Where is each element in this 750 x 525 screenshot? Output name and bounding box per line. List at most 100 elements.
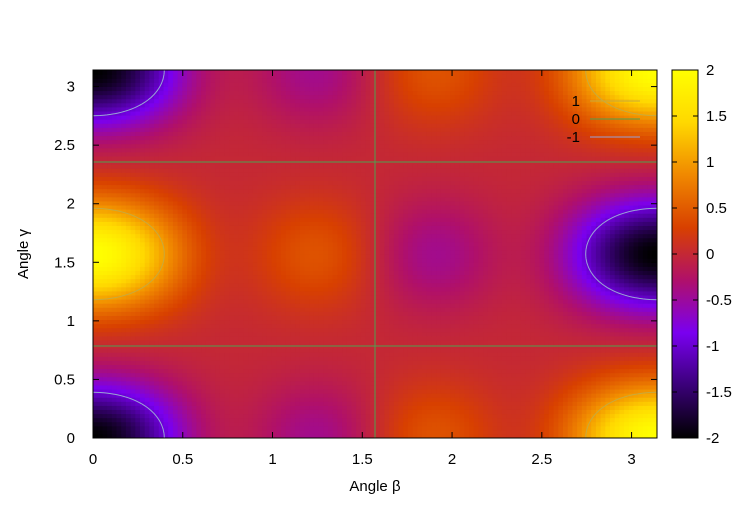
heatmap-cell — [647, 274, 653, 280]
heatmap-cell — [539, 303, 545, 308]
heatmap-cell — [187, 339, 193, 345]
heatmap-cell — [107, 335, 113, 341]
heatmap-cell — [337, 331, 343, 337]
heatmap-cell — [426, 376, 432, 382]
heatmap-cell — [520, 397, 526, 402]
heatmap-cell — [511, 380, 517, 386]
heatmap-cell — [187, 282, 193, 288]
heatmap-cell — [393, 290, 400, 296]
heatmap-cell — [638, 331, 644, 337]
heatmap-cell — [492, 364, 498, 370]
heatmap-cell — [135, 303, 141, 308]
heatmap-cell — [422, 290, 428, 296]
heatmap-cell — [464, 372, 470, 378]
heatmap-cell — [614, 282, 620, 288]
heatmap-cell — [478, 368, 484, 374]
heatmap-cell — [163, 307, 169, 312]
heatmap-cell — [638, 401, 644, 406]
heatmap-cell — [497, 278, 503, 284]
heatmap-cell — [238, 409, 244, 415]
heatmap-cell — [295, 331, 301, 337]
heatmap-cell — [140, 409, 146, 415]
heatmap-cell — [309, 429, 315, 435]
heatmap-cell — [196, 266, 202, 271]
heatmap-cell — [107, 307, 113, 312]
heatmap-cell — [295, 376, 301, 382]
heatmap-cell — [271, 266, 277, 271]
heatmap-cell — [567, 315, 573, 321]
heatmap-cell — [351, 433, 357, 438]
heatmap-cell — [97, 405, 103, 410]
heatmap-cell — [304, 360, 310, 365]
heatmap-cell — [257, 360, 263, 365]
heatmap-cell — [360, 278, 367, 284]
heatmap-cell — [102, 368, 108, 374]
heatmap-cell — [158, 348, 165, 353]
heatmap-cell — [229, 298, 235, 304]
heatmap-cell — [144, 323, 150, 329]
heatmap-cell — [116, 356, 122, 361]
heatmap-cell — [234, 393, 240, 398]
heatmap-cell — [440, 388, 447, 394]
heatmap-cell — [182, 368, 188, 374]
heatmap-cell — [520, 339, 526, 345]
heatmap-cell — [445, 388, 451, 394]
heatmap-cell — [426, 405, 432, 410]
heatmap-cell — [459, 270, 465, 276]
heatmap-cell — [290, 331, 296, 337]
heatmap-cell — [534, 282, 541, 288]
heatmap-cell — [299, 364, 306, 370]
heatmap-cell — [121, 433, 127, 438]
heatmap-cell — [290, 319, 296, 325]
heatmap-cell — [459, 307, 465, 312]
heatmap-cell — [577, 384, 583, 390]
heatmap-cell — [473, 327, 479, 333]
heatmap-cell — [130, 315, 136, 321]
heatmap-cell — [224, 413, 230, 419]
heatmap-cell — [342, 311, 348, 316]
heatmap-cell — [323, 278, 329, 284]
heatmap-cell — [172, 323, 179, 329]
heatmap-cell — [281, 372, 287, 378]
heatmap-cell — [229, 303, 235, 308]
heatmap-cell — [642, 409, 649, 415]
heatmap-cell — [281, 393, 287, 398]
heatmap-cell — [356, 417, 362, 423]
heatmap-cell — [389, 376, 395, 382]
heatmap-cell — [539, 315, 545, 321]
heatmap-cell — [215, 364, 221, 370]
heatmap-cell — [356, 393, 362, 398]
heatmap-cell — [431, 380, 437, 386]
heatmap-cell — [422, 405, 428, 410]
heatmap-cell — [520, 388, 526, 394]
heatmap-cell — [605, 409, 611, 415]
heatmap-cell — [299, 393, 306, 398]
heatmap-cell — [299, 360, 306, 365]
heatmap-cell — [234, 352, 240, 357]
heatmap-cell — [647, 339, 653, 345]
heatmap-cell — [290, 298, 296, 304]
heatmap-cell — [459, 417, 465, 423]
heatmap-cell — [445, 266, 451, 271]
heatmap-cell — [224, 278, 230, 284]
heatmap-cell — [633, 384, 639, 390]
heatmap-cell — [473, 364, 479, 370]
heatmap-cell — [506, 278, 512, 284]
heatmap-cell — [558, 339, 564, 345]
heatmap-cell — [483, 364, 489, 370]
heatmap-cell — [647, 290, 653, 296]
heatmap-cell — [417, 356, 423, 361]
heatmap-cell — [450, 311, 456, 316]
heatmap-cell — [135, 298, 141, 304]
heatmap-cell — [248, 409, 254, 415]
heatmap-cell — [553, 331, 559, 337]
heatmap-cell — [172, 360, 179, 365]
heatmap-cell — [638, 323, 644, 329]
heatmap-cell — [191, 274, 197, 280]
heatmap-cell — [182, 294, 188, 300]
heatmap-cell — [238, 274, 244, 280]
heatmap-cell — [111, 384, 118, 390]
heatmap-cell — [544, 327, 550, 333]
heatmap-cell — [144, 303, 150, 308]
heatmap-cell — [252, 429, 259, 435]
